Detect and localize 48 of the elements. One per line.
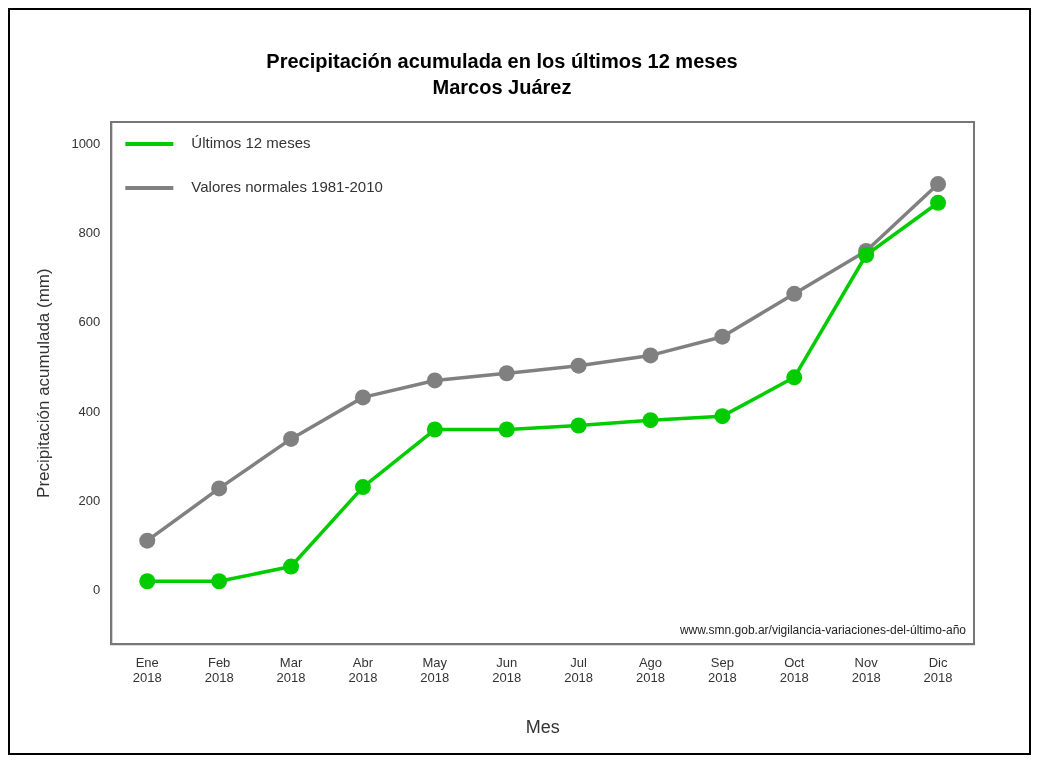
point [642, 412, 659, 429]
x-tick-label: Sep 2018 [707, 654, 737, 686]
point [426, 421, 443, 438]
point [858, 247, 875, 264]
point [139, 532, 156, 549]
legend-label: Últimos 12 meses [191, 134, 311, 152]
point [139, 573, 156, 590]
point [642, 347, 659, 364]
point [426, 372, 443, 389]
point [714, 408, 731, 425]
annotation: www.smn.gob.ar/vigilancia-variaciones-del-último-año [678, 622, 967, 637]
x-tick-label: May 2018 [420, 654, 450, 686]
point [498, 365, 515, 382]
point [211, 480, 228, 497]
x-axis-title: Mes [525, 717, 560, 738]
point [283, 558, 300, 575]
point [930, 194, 947, 211]
point [354, 389, 371, 406]
x-tick-label: Feb 2018 [204, 654, 234, 686]
point [786, 369, 803, 386]
x-tick-label: Jul 2018 [564, 654, 594, 686]
point [211, 573, 228, 590]
point [354, 479, 371, 496]
y-tick-label: 200 [78, 492, 101, 508]
point [570, 357, 587, 374]
y-axis-title: Precipitación acumulada (mm) [33, 268, 53, 498]
x-tick-label: Mar 2018 [276, 654, 306, 686]
legend-label: Valores normales 1981-2010 [191, 178, 383, 196]
y-tick-label: 600 [78, 314, 101, 330]
chart-subtitle: Marcos Juárez [432, 75, 572, 98]
x-tick-label: Nov 2018 [851, 654, 881, 686]
x-tick-label: Abr 2018 [348, 654, 378, 686]
point [930, 176, 947, 193]
y-tick-label: 1000 [71, 135, 101, 151]
point [786, 285, 803, 302]
y-tick-label: 400 [78, 403, 101, 419]
chart-title: Precipitación acumulada en los últimos 12 meses [266, 49, 738, 72]
y-tick-label: 800 [78, 225, 101, 241]
point [570, 417, 587, 434]
y-tick-label: 0 [93, 582, 101, 598]
x-tick-label: Ene 2018 [132, 654, 162, 686]
x-tick-label: Dic 2018 [923, 654, 953, 686]
x-tick-label: Jun 2018 [492, 654, 522, 686]
x-tick-label: Ago 2018 [636, 654, 665, 686]
point [283, 430, 300, 447]
x-tick-label: Oct 2018 [779, 654, 809, 686]
point [714, 328, 731, 345]
point [498, 421, 515, 438]
